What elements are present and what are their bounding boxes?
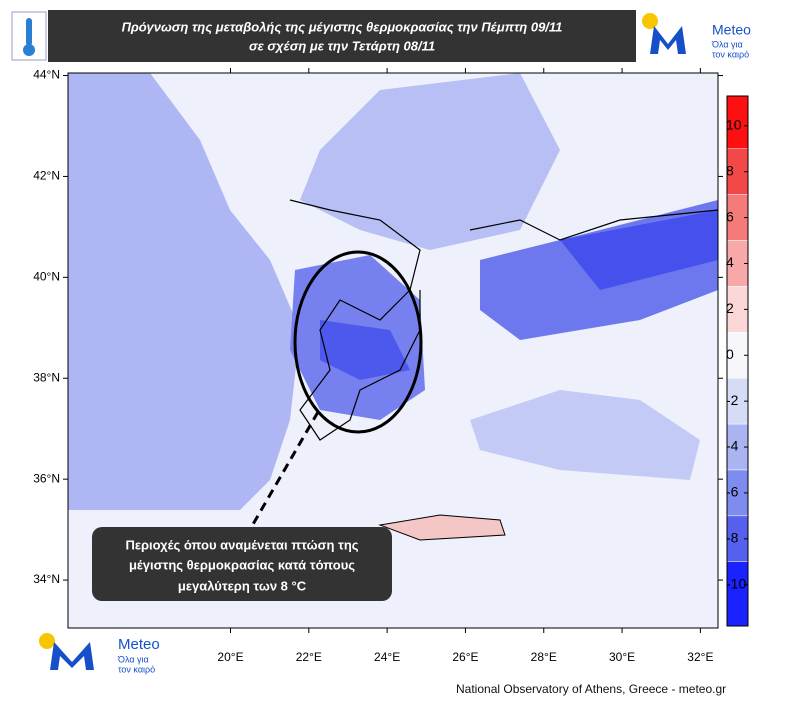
colorbar-label: -10: [726, 575, 746, 591]
lat-label: 44°N: [33, 68, 60, 82]
lat-label: 34°N: [33, 572, 60, 586]
colorbar-label: -8: [726, 530, 739, 546]
lon-label: 22°E: [296, 650, 322, 664]
colorbar-label: 2: [726, 300, 734, 316]
footer-credit: National Observatory of Athens, Greece -…: [456, 682, 726, 696]
logo-name: Meteo: [712, 22, 751, 38]
field-south-east: [470, 390, 700, 480]
logo-name: Meteo: [118, 636, 160, 653]
logo-sun: [39, 633, 55, 649]
title-line: Πρόγνωση της μεταβολής της μέγιστης θερμ…: [122, 19, 563, 34]
lat-label: 36°N: [33, 471, 60, 485]
logo-tagline: τον καιρό: [712, 49, 749, 59]
coastline: [289, 199, 719, 441]
title-bar: [48, 10, 636, 62]
lon-label: 32°E: [687, 650, 713, 664]
title-line: σε σχέση με την Τετάρτη 08/11: [249, 38, 435, 53]
lon-label: 26°E: [452, 650, 478, 664]
lon-label: 30°E: [609, 650, 635, 664]
lat-label: 40°N: [33, 270, 60, 284]
logo-tagline: τον καιρό: [118, 664, 155, 674]
logo-tagline: Όλα για: [117, 654, 149, 664]
colorbar: 10 8 6 4 2 0 -2 -4 -6 -8 -10: [726, 95, 749, 627]
logo-tagline: Όλα για: [711, 39, 743, 49]
field-turkey-max: [560, 210, 718, 290]
annotation-line: Περιοχές όπου αναμένεται πτώση της: [125, 537, 358, 552]
crete: [378, 514, 506, 541]
logo-m: [50, 642, 94, 670]
pointer-line: [250, 411, 320, 527]
colorbar-label: 8: [726, 162, 734, 178]
lat-label: 38°N: [33, 370, 60, 384]
map-frame: [67, 72, 719, 629]
thermo-bulb: [23, 44, 35, 56]
annotation-line: μέγιστης θερμοκρασίας κατά τόπους: [129, 557, 355, 572]
lat-label: 42°N: [33, 169, 60, 183]
colorbar-frame: [726, 95, 749, 627]
lon-label: 20°E: [217, 650, 243, 664]
logo-box: [640, 10, 772, 62]
map-axes: 44°N 42°N 40°N 38°N 36°N 34°N 20°E 22°E 24°E 26°E…: [33, 68, 723, 664]
colorbar-label: 6: [726, 208, 734, 224]
logo-m: [650, 26, 686, 54]
highlight-ellipse: [293, 250, 423, 434]
annotation-line: μεγαλύτερη των 8 °C: [178, 578, 307, 593]
field-west: [68, 73, 300, 510]
field-max: [320, 320, 410, 380]
lon-label: 24°E: [374, 650, 400, 664]
colorbar-label: -2: [726, 392, 739, 408]
thermo-icon: [26, 18, 32, 46]
colorbar-bin: [726, 561, 749, 627]
annotation-box: [92, 527, 392, 601]
colorbar-label: 10: [726, 117, 742, 133]
colorbar-label: -6: [726, 484, 739, 500]
colorbar-label: -4: [726, 438, 739, 454]
logo-sun: [642, 13, 658, 29]
field-north: [300, 73, 560, 250]
lon-label: 28°E: [531, 650, 557, 664]
colorbar-label: 4: [726, 254, 734, 270]
colorbar-label: 0: [726, 346, 734, 362]
